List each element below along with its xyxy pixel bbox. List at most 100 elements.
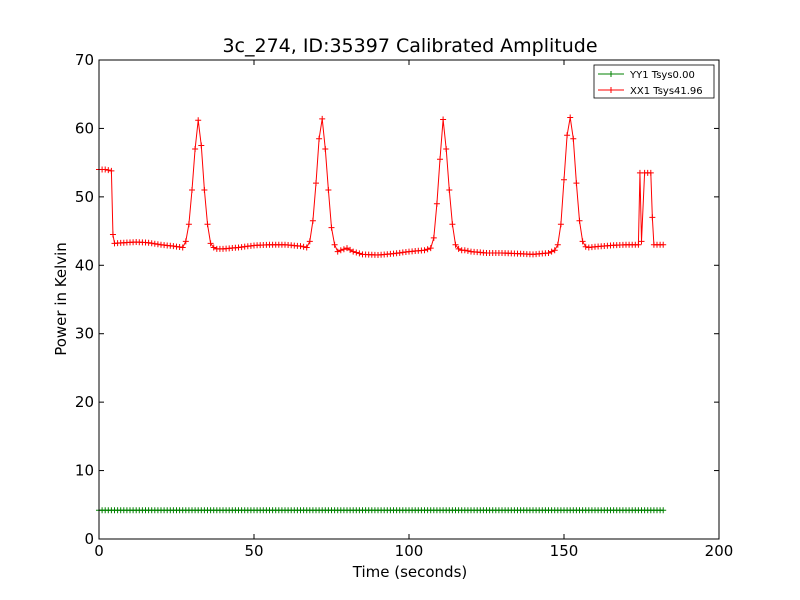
- series-point: [105, 167, 112, 174]
- series-point: [313, 180, 319, 187]
- series-point: [328, 224, 335, 231]
- series-point: [582, 243, 589, 250]
- series-point: [443, 145, 450, 152]
- series-point: [350, 248, 357, 255]
- series-point: [347, 246, 354, 253]
- y-tick-label: 50: [75, 188, 94, 206]
- plot-frame: [98, 59, 720, 540]
- series-point: [185, 221, 192, 228]
- series-point: [660, 241, 667, 248]
- series-point: [573, 180, 580, 187]
- series-point: [557, 221, 564, 228]
- series-point: [353, 249, 360, 256]
- series-point: [344, 245, 350, 252]
- series-point: [145, 239, 152, 246]
- legend: YY1 Tsys0.00 XX1 Tsys41.96: [593, 64, 715, 99]
- series-point: [151, 240, 158, 247]
- series-point: [306, 238, 313, 245]
- series-point: [195, 117, 202, 124]
- y-tick-label: 0: [84, 530, 94, 548]
- series-line: [99, 117, 664, 256]
- series-point: [449, 221, 456, 228]
- series-point: [204, 221, 211, 228]
- series-point: [182, 238, 189, 245]
- series-point: [334, 248, 341, 255]
- series-point: [300, 243, 307, 250]
- series-point: [322, 145, 329, 152]
- series-point: [356, 250, 363, 257]
- legend-box: [593, 64, 715, 99]
- y-tick-label: 70: [75, 51, 94, 69]
- series-point: [649, 214, 656, 221]
- x-tick-label: 0: [94, 542, 104, 560]
- series-point: [427, 245, 434, 252]
- series-point: [210, 244, 217, 251]
- series-point: [452, 241, 459, 248]
- y-tick-label: 60: [75, 119, 94, 137]
- series-point: [108, 167, 115, 174]
- series-point: [189, 187, 195, 194]
- series-point: [316, 135, 323, 142]
- series-point: [638, 238, 645, 245]
- x-tick-label: 200: [705, 542, 734, 560]
- series-point: [297, 243, 304, 250]
- series-point: [464, 247, 471, 254]
- legend-label: YY1 Tsys0.00: [629, 70, 695, 81]
- series-point: [548, 248, 555, 255]
- series-point: [437, 156, 443, 163]
- series-point: [102, 166, 109, 173]
- series-point: [424, 246, 431, 253]
- series-point: [421, 247, 428, 254]
- axis-ticks: 0 50 100 150 200 0 10 20 30 40 50 60 70: [75, 51, 733, 560]
- series-point: [433, 200, 440, 207]
- series-point: [551, 247, 558, 254]
- y-tick-label: 20: [75, 393, 94, 411]
- series-point: [319, 115, 326, 122]
- x-tick-label: 150: [550, 542, 579, 560]
- series-point: [570, 135, 577, 142]
- series-1: [96, 114, 667, 259]
- series-point: [201, 187, 208, 194]
- series-point: [192, 145, 199, 152]
- series-point: [461, 247, 468, 254]
- series-point: [340, 246, 347, 253]
- series-point: [564, 132, 571, 139]
- series-point: [303, 244, 310, 251]
- plot-area: [96, 114, 667, 514]
- series-point: [325, 187, 332, 194]
- series-point: [660, 507, 667, 514]
- series-point: [154, 241, 161, 248]
- series-0: [96, 507, 667, 514]
- y-tick-label: 30: [75, 325, 94, 343]
- legend-marker: [608, 71, 614, 77]
- series-point: [579, 238, 586, 245]
- y-tick-label: 40: [75, 256, 94, 274]
- series-point: [430, 234, 437, 241]
- x-tick-label: 100: [395, 542, 424, 560]
- series-point: [561, 176, 567, 183]
- series-point: [440, 116, 447, 123]
- series-point: [446, 187, 453, 194]
- series-point: [331, 241, 338, 248]
- y-tick-label: 10: [75, 462, 94, 480]
- series-point: [545, 249, 552, 256]
- series-point: [148, 240, 155, 247]
- series-point: [567, 114, 574, 121]
- x-tick-label: 50: [244, 542, 263, 560]
- series-point: [179, 244, 186, 251]
- x-axis-label: Time (seconds): [352, 563, 468, 581]
- series-point: [337, 247, 344, 254]
- series-point: [554, 241, 561, 248]
- chart-title: 3c_274, ID:35397 Calibrated Amplitude: [222, 35, 597, 57]
- legend-label: XX1 Tsys41.96: [630, 86, 703, 97]
- series-point: [455, 245, 462, 252]
- series-point: [309, 217, 316, 224]
- series-point: [635, 241, 642, 248]
- series-point: [207, 240, 214, 247]
- series-point: [198, 142, 205, 149]
- y-axis-label: Power in Kelvin: [52, 242, 70, 356]
- series-point: [576, 217, 583, 224]
- series-point: [647, 169, 654, 176]
- legend-marker: [608, 87, 614, 93]
